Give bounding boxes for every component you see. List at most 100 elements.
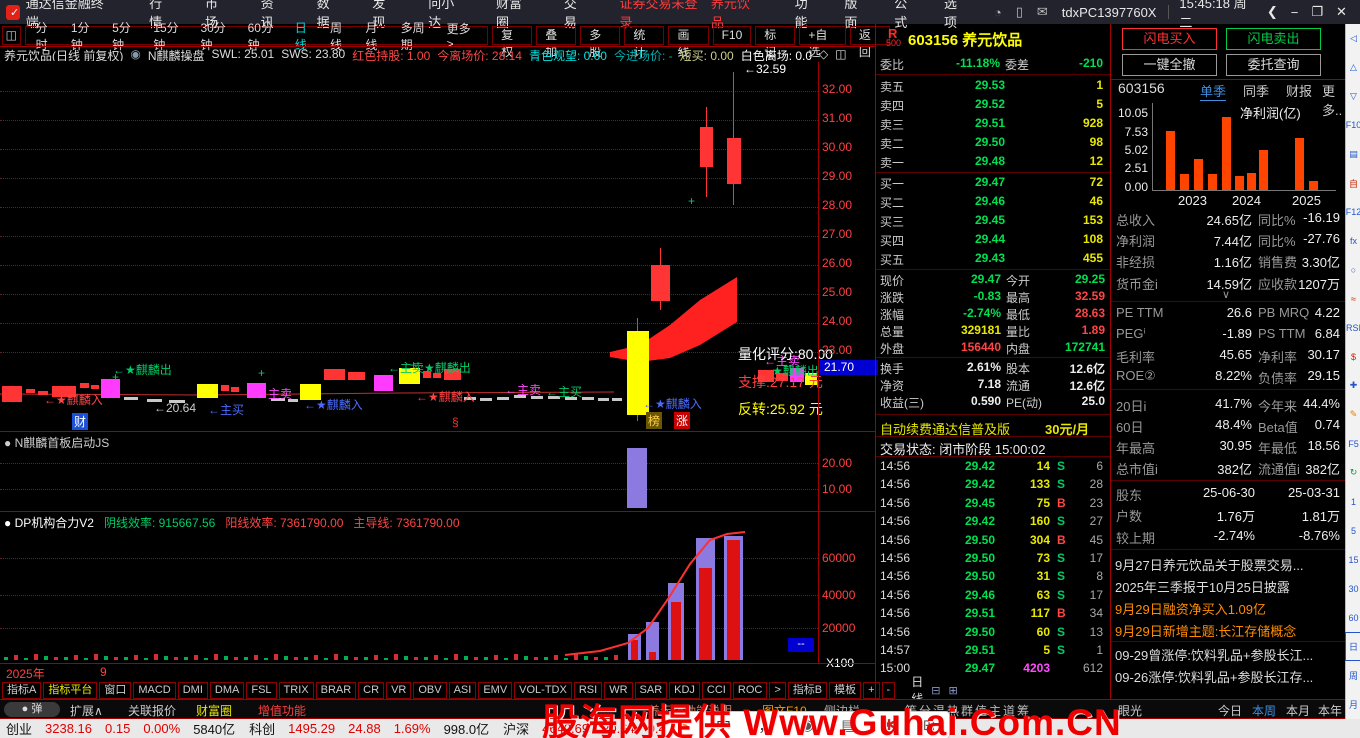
ime-icon-3[interactable]: ◉ (800, 717, 814, 734)
ime-icon-4[interactable]: ▤ (841, 717, 856, 734)
bottom-char-群[interactable]: 群 (961, 704, 974, 718)
indicator-tab-CR[interactable]: CR (358, 681, 385, 699)
titlebar-icon-1[interactable]: ▯ (1015, 4, 1023, 19)
indicator-tab-EMV[interactable]: EMV (478, 681, 513, 699)
period-更多 >[interactable]: 更多 > (446, 22, 471, 51)
f10-tab-同季[interactable]: 同季 (1243, 84, 1270, 99)
period-多周期[interactable]: 多周期 (400, 20, 425, 52)
indicator-tab-CCI[interactable]: CCI (701, 681, 731, 699)
indicator-tab-DMA[interactable]: DMA (209, 681, 245, 699)
sidebar-tool-10-RSI[interactable]: RSI (1346, 323, 1360, 333)
bottom-item-财富圈[interactable]: 财富圈 (196, 704, 233, 718)
sidebar-tool-7-fx[interactable]: fx (1349, 236, 1357, 247)
indicator-tab-指标B[interactable]: 指标B (787, 681, 828, 699)
ime-icon-5[interactable]: ✱ (882, 717, 896, 734)
ime-icon-1[interactable]: 中 (716, 717, 732, 735)
sidebar-tool-22-周[interactable]: 周 (1348, 670, 1358, 681)
sidebar-tool-4-▤[interactable]: ▤ (1349, 148, 1358, 159)
indicator-tab-ASI[interactable]: ASI (448, 681, 477, 699)
ime-toolbar[interactable]: S 中 ， ◉ ▤ ✱ ⊞ (664, 711, 950, 738)
tabsrow-icon-0[interactable]: ⊟ (931, 684, 941, 697)
sidebar-tool-13-✎[interactable]: ✎ (1349, 409, 1358, 420)
bottom-item-关联报价[interactable]: 关联报价 (128, 704, 177, 718)
sidebar-tool-0-◁[interactable]: ◁ (1350, 32, 1357, 43)
news-item-5[interactable]: 09-26涨停:饮料乳品+参股长江存... (1115, 670, 1314, 685)
sidebar-tool-3-F10[interactable]: F10 (1345, 120, 1360, 131)
indicator-panel-dp[interactable]: ● DP机构合力V2 阴线效率: 915667.56 阳线效率: 7361790.0… (0, 511, 875, 670)
action-返回[interactable]: 返回 (849, 26, 890, 59)
period-月线[interactable]: 月线 (365, 20, 378, 52)
indicator-tab-FSL[interactable]: FSL (246, 681, 277, 699)
ime-icon-0[interactable]: S (678, 716, 689, 734)
sidebar-tool-2-▽[interactable]: ▽ (1350, 90, 1357, 101)
restore-button[interactable]: ❐ (1311, 4, 1324, 19)
tabsrow-icon-1[interactable]: ⊞ (948, 684, 958, 697)
bottom-item-扩展∧[interactable]: 扩展∧ (70, 704, 103, 718)
indicator-tab-DMI[interactable]: DMI (177, 681, 208, 699)
cancel-all-button[interactable]: 一键全撤 (1122, 54, 1217, 76)
period-60分钟[interactable]: 60分钟 (247, 20, 273, 52)
period-分时[interactable]: 分时 (35, 20, 48, 52)
period-5分钟[interactable]: 5分钟 (112, 20, 131, 52)
news-item-4[interactable]: 09-29曾涨停:饮料乳品+参股长江... (1115, 648, 1314, 663)
indicator-tab-+[interactable]: + (863, 681, 880, 699)
indicator-tab->[interactable]: > (769, 681, 786, 699)
indicator-tab-BRAR[interactable]: BRAR (315, 681, 357, 699)
sidebar-tool-15-↻[interactable]: ↻ (1349, 467, 1358, 478)
indicator-panel-qilin[interactable]: ● N麒麟首板启动JS 20.00 10.00 (0, 431, 875, 511)
sidebar-tool-23-月[interactable]: 月 (1348, 699, 1358, 710)
ime-icon-6[interactable]: ⊞ (922, 717, 936, 734)
action-叠加[interactable]: 叠加 (536, 26, 577, 59)
promo-price[interactable]: 30元/月 (1045, 422, 1090, 437)
indicator-tab-VOL-TDX[interactable]: VOL-TDX (514, 681, 572, 699)
sidebar-tool-8-○[interactable]: ○ (1350, 265, 1357, 276)
action-标记[interactable]: 标记 (755, 26, 796, 59)
f10-tab-财报[interactable]: 财报 (1286, 84, 1313, 99)
promo-text[interactable]: 自动续费通达信普及版 (880, 422, 1011, 437)
range-link-本月[interactable]: 本月 (1286, 704, 1311, 718)
action-画线[interactable]: 画线 (668, 26, 709, 59)
index-segment-创业[interactable]: 创业 3238.16 0.15 0.00% 5840亿 (6, 721, 236, 737)
sidebar-tool-6-F12[interactable]: F12 (1345, 207, 1360, 218)
period-15分钟[interactable]: 15分钟 (153, 20, 179, 52)
collapse-arrow[interactable]: ∨ (1222, 289, 1231, 301)
flash-buy-button[interactable]: 闪电买入 (1122, 28, 1217, 50)
indicator-tab-KDJ[interactable]: KDJ (669, 681, 700, 699)
titlebar-icon-0[interactable]: ◔ (993, 4, 1002, 20)
news-item-2[interactable]: 9月29日融资净买入1.09亿 (1115, 602, 1266, 617)
indicator-tab-MACD[interactable]: MACD (133, 681, 176, 699)
bottom-char-道[interactable]: 道 (1003, 704, 1016, 718)
menu2-3[interactable]: 选项 (944, 0, 958, 30)
action-F10[interactable]: F10 (712, 26, 752, 45)
action-+自选[interactable]: +自选 (799, 26, 846, 59)
sidebar-tool-14-F5[interactable]: F5 (1348, 438, 1359, 449)
menu2-2[interactable]: 公式 (894, 0, 908, 30)
indicator-tab-ROC[interactable]: ROC (732, 681, 768, 699)
sidebar-tool-20-60[interactable]: 60 (1348, 612, 1359, 623)
sidebar-tool-21-日[interactable]: 日 (1345, 632, 1360, 661)
titlebar-icon-2[interactable]: ✉ (1036, 4, 1048, 19)
indicator-tab-WR[interactable]: WR (604, 681, 633, 699)
indicator-tab-SAR[interactable]: SAR (634, 681, 668, 699)
sidebar-tool-18-15[interactable]: 15 (1348, 554, 1359, 565)
action-统计[interactable]: 统计 (624, 26, 665, 59)
sidebar-tool-1-△[interactable]: △ (1350, 61, 1357, 72)
sidebar-tool-17-5[interactable]: 5 (1350, 525, 1356, 536)
main-candle-chart[interactable]: ←★麒麟入 ←★麒麟出 ←20.64 ←主买 ←主卖 ←★麒麟入 ←主卖★麒麟出 ←★麒麟入 ←… (0, 62, 878, 431)
sidebar-tool-19-30[interactable]: 30 (1348, 583, 1359, 594)
sidebar-tool-9-≈[interactable]: ≈ (1351, 294, 1356, 305)
indicator-tab-OBV[interactable]: OBV (413, 681, 447, 699)
nav-back-button[interactable]: ❮ (1266, 4, 1278, 19)
period-30分钟[interactable]: 30分钟 (200, 20, 226, 52)
bottom-char-主[interactable]: 主 (989, 704, 1002, 718)
sidebar-tool-5-自[interactable]: 自 (1348, 178, 1358, 189)
period-日线[interactable]: 日线 (294, 20, 307, 52)
indicator-tab-指标平台[interactable]: 指标平台 (43, 681, 98, 699)
indicator-tab-指标A[interactable]: 指标A (2, 681, 42, 699)
order-query-button[interactable]: 委托查询 (1226, 54, 1321, 76)
news-item-1[interactable]: 2025年三季报于10月25日披露 (1115, 580, 1290, 595)
period-周线[interactable]: 周线 (330, 20, 343, 52)
sidebar-tool-16-1[interactable]: 1 (1350, 496, 1356, 507)
bottom-char-筹[interactable]: 筹 (1017, 704, 1030, 718)
close-button[interactable]: ✕ (1336, 4, 1347, 19)
